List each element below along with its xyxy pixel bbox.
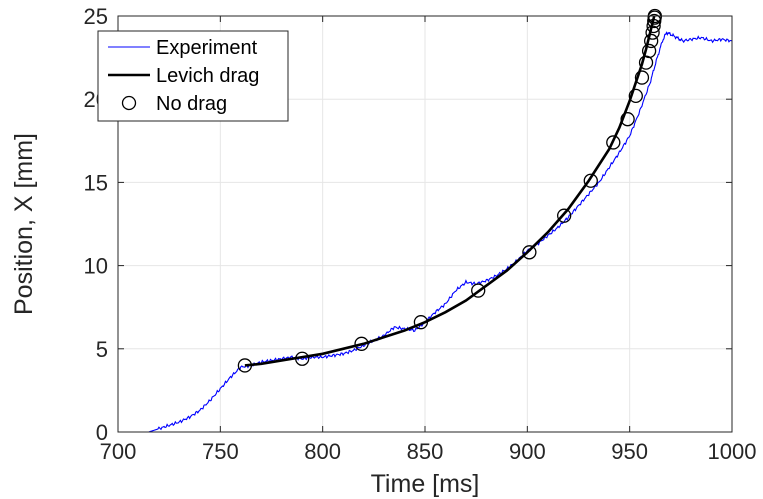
x-tick-label-850: 850 <box>407 439 444 464</box>
legend-label-experiment: Experiment <box>156 37 258 59</box>
marker-no-drag-2 <box>354 336 369 351</box>
y-axis-label: Position, X [mm] <box>10 133 38 315</box>
legend: Experiment Levich drag No drag <box>97 30 289 122</box>
x-tick-label-950: 950 <box>611 439 648 464</box>
x-tick-label-1000: 1000 <box>708 439 757 464</box>
marker-no-drag-8 <box>606 135 621 150</box>
marker-no-drag-3 <box>413 315 429 330</box>
legend-label-no-drag: No drag <box>156 93 227 115</box>
y-tick-label-5: 5 <box>96 337 108 362</box>
marker-no-drag-9 <box>620 112 635 127</box>
marker-no-drag-5 <box>522 245 537 260</box>
marker-no-drag-13 <box>641 43 657 59</box>
marker-no-drag-16 <box>646 18 661 34</box>
y-tick-label-0: 0 <box>96 420 108 445</box>
series-markers-no-drag <box>237 8 662 373</box>
legend-swatch-no-drag <box>121 95 137 111</box>
marker-no-drag-0 <box>237 358 253 373</box>
marker-no-drag-15 <box>645 25 660 40</box>
series-line-levich-drag <box>244 15 656 367</box>
y-tick-label-15: 15 <box>84 170 108 195</box>
plot-series <box>148 8 733 433</box>
x-axis-label: Time [ms] <box>371 470 480 498</box>
x-tick-label-900: 900 <box>509 439 546 464</box>
marker-no-drag-4 <box>471 283 486 298</box>
x-tick-label-800: 800 <box>304 439 341 464</box>
marker-no-drag-6 <box>557 208 572 223</box>
marker-no-drag-14 <box>644 33 659 49</box>
marker-no-drag-10 <box>628 88 643 104</box>
marker-no-drag-1 <box>295 351 310 366</box>
plot-frame <box>117 15 733 433</box>
x-tick-label-700: 700 <box>100 439 137 464</box>
legend-label-levich-drag: Levich drag <box>156 65 259 87</box>
marker-no-drag-11 <box>634 70 650 85</box>
x-tick-label-750: 750 <box>202 439 239 464</box>
marker-no-drag-7 <box>583 173 598 188</box>
y-tick-label-10: 10 <box>84 254 108 279</box>
y-tick-label-25: 25 <box>84 4 108 29</box>
